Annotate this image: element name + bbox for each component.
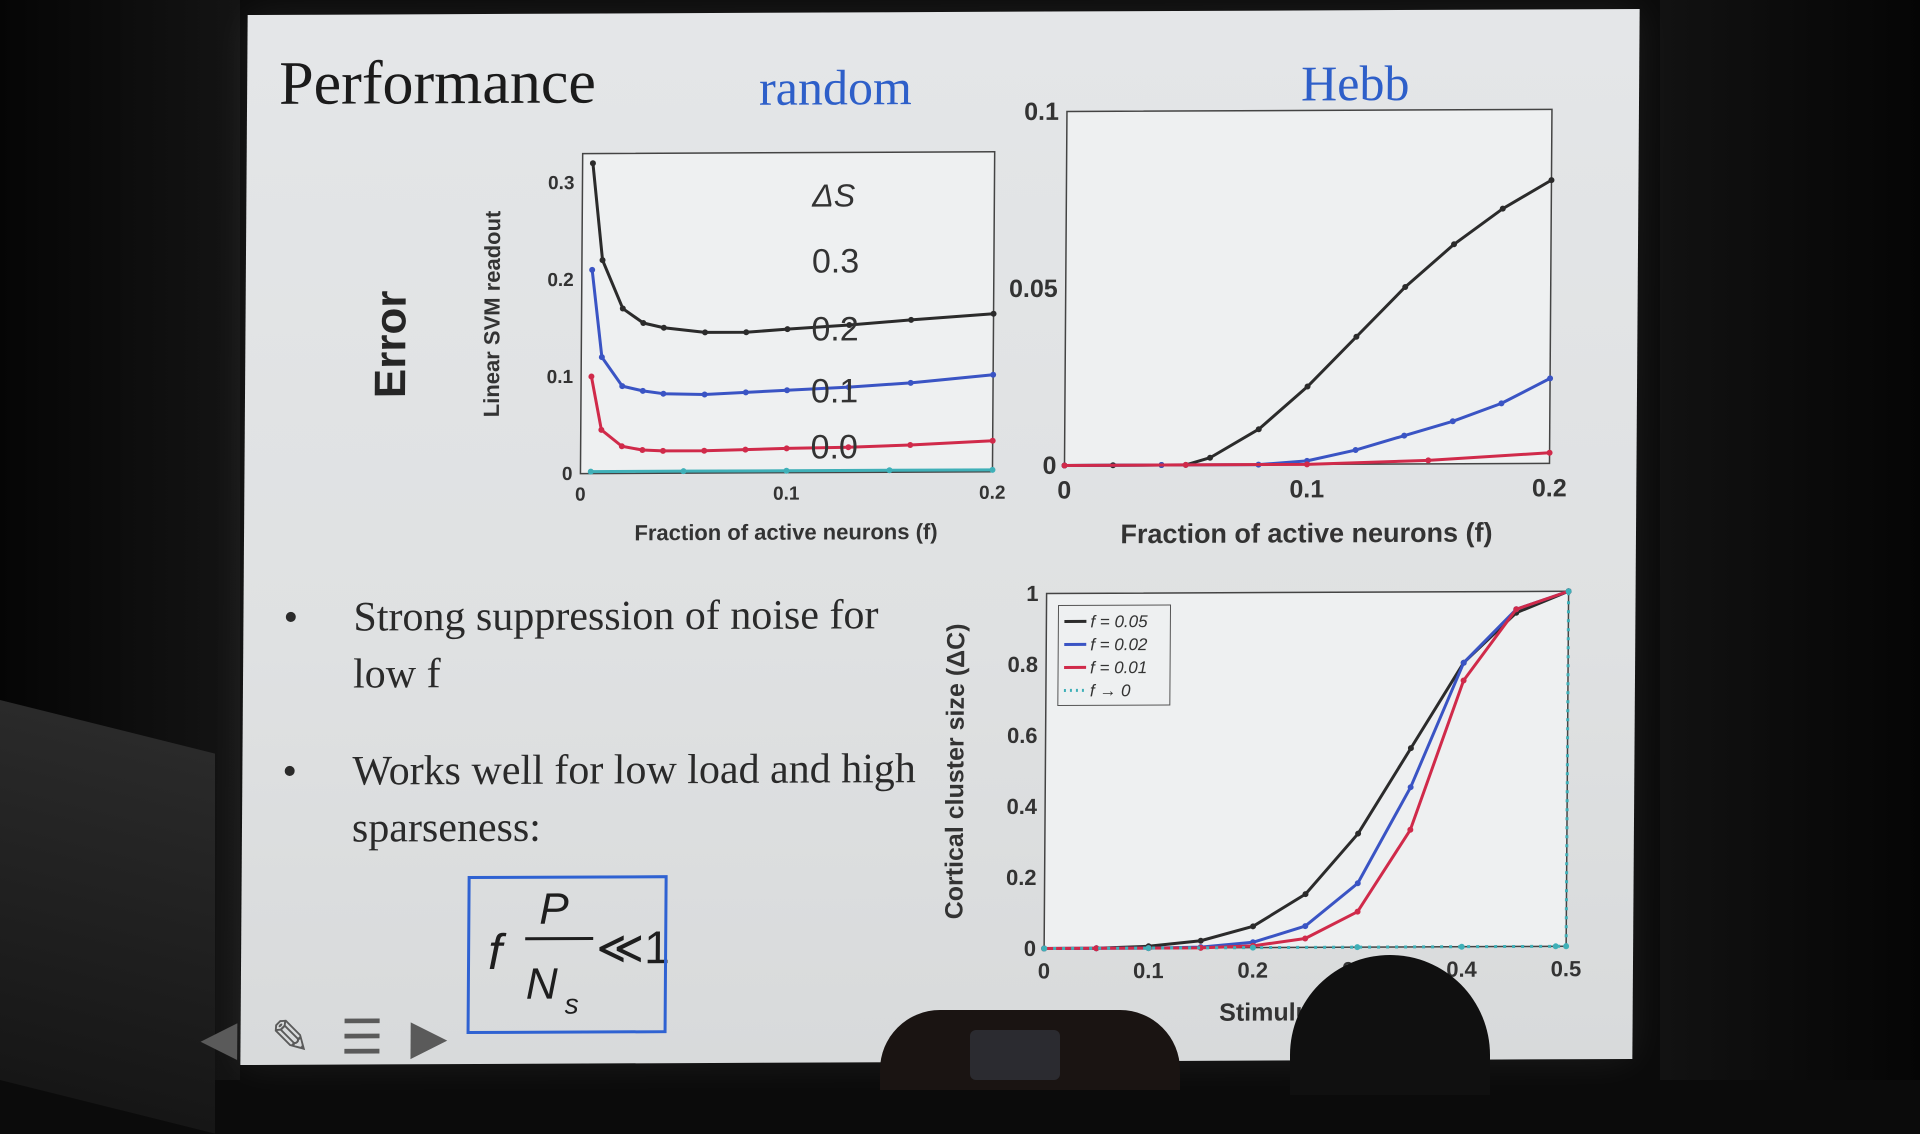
formula-box	[467, 875, 668, 1034]
legend-entry: f → 0	[1090, 681, 1131, 700]
wall-shelf	[0, 700, 215, 1134]
bullet-list: • Strong suppression of noise for low f …	[282, 587, 924, 898]
y-tick-label: 0	[562, 464, 573, 485]
x-tick-label: 0.1	[1133, 958, 1164, 983]
x-tick-label: 0.2	[1532, 474, 1567, 502]
pen-icon[interactable]: ✎	[270, 1010, 311, 1066]
audience-phone	[970, 1030, 1060, 1080]
x-tick-label: 0	[1038, 959, 1050, 984]
y-tick-label: 0.8	[1007, 652, 1038, 677]
data-point	[1566, 588, 1572, 594]
chart-hebb: 0 0.1 0.2 0 0.05 0.1 Fraction of active neuron…	[1007, 96, 1569, 550]
menu-icon[interactable]: ☰	[340, 1009, 383, 1065]
y-tick-label: 0.6	[1007, 723, 1038, 748]
bullet-item: • Works well for low load and high spars…	[282, 741, 923, 858]
series-label: 0.2	[811, 310, 859, 348]
series-label: 0.0	[810, 428, 858, 466]
bullet-item: • Strong suppression of noise for low f	[283, 587, 924, 704]
plot-frame	[580, 152, 994, 474]
data-point	[1061, 462, 1067, 468]
series-line	[591, 470, 993, 472]
y-axis-label: Cortical cluster size (ΔC)	[940, 623, 970, 919]
x-tick-label: 0.2	[1237, 958, 1268, 983]
legend-title: ΔS	[811, 177, 855, 213]
bullet-dot: •	[283, 590, 298, 647]
x-tick-label: 0.1	[1289, 475, 1324, 503]
bullet-dot: •	[282, 744, 297, 801]
legend-entry: f = 0.05	[1090, 612, 1148, 631]
x-axis-label: Fraction of active neurons (f)	[1120, 518, 1492, 550]
y-tick-label: 0.3	[548, 173, 575, 194]
legend-entry: f = 0.01	[1090, 658, 1147, 677]
x-tick-label: 0.1	[773, 484, 800, 505]
x-tick-label: 0.5	[1551, 956, 1582, 981]
x-tick-label: 0	[1057, 476, 1071, 504]
y-tick-label: 0.2	[547, 270, 574, 291]
previous-slide-icon[interactable]: ◀	[200, 1010, 237, 1066]
y-tick-label: 0.2	[1006, 865, 1037, 890]
y-tick-label: 1	[1026, 581, 1038, 606]
figures-svg: Error 0 0.1 0.2 0 0.1 0.2 0.3 Fraction of activ…	[240, 9, 1639, 1065]
bullet-text: Works well for low load and high sparsen…	[352, 746, 916, 851]
legend-entry: f = 0.02	[1090, 635, 1148, 654]
x-tick-label: 0	[575, 485, 586, 506]
series-label: 0.3	[812, 242, 860, 280]
data-point	[1041, 946, 1047, 952]
x-tick-label: 0.2	[979, 483, 1006, 504]
chart-random: 0 0.1 0.2 0 0.1 0.2 0.3 Fraction of active neur…	[478, 152, 1008, 546]
y-tick-label: 0.05	[1009, 275, 1058, 303]
y-tick-label: 0.4	[1006, 794, 1038, 819]
y-tick-label: 0.1	[547, 367, 574, 388]
y-tick-label: 0	[1024, 936, 1036, 961]
series-label: 0.1	[811, 372, 859, 410]
bullet-text: Strong suppression of noise for low f	[353, 592, 879, 697]
next-slide-icon[interactable]: ▶	[410, 1009, 447, 1065]
x-axis-label: Fraction of active neurons (f)	[634, 519, 937, 545]
y-tick-label: 0	[1042, 452, 1056, 480]
room-background-right	[1660, 0, 1920, 1080]
error-axis-label: Error	[366, 290, 416, 398]
y-axis-label: Linear SVM readout	[479, 210, 505, 417]
y-tick-label: 0.1	[1024, 98, 1059, 126]
